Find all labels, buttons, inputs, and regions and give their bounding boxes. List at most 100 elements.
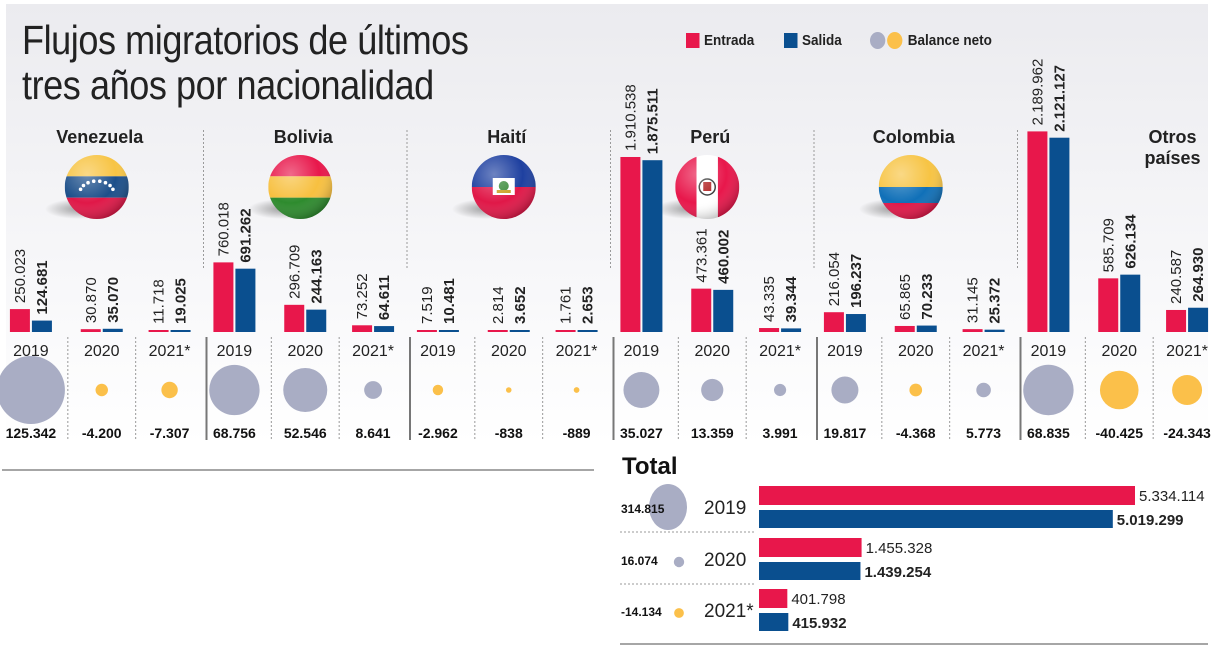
flag-shine: [878, 155, 943, 219]
total-value-salida: 415.932: [792, 615, 846, 632]
balance-value: -40.425: [1096, 425, 1144, 441]
value-label-entrada: 250.023: [12, 249, 29, 303]
total-balance-value: 314.815: [621, 502, 665, 516]
total-balance-bubble: [674, 608, 684, 618]
country-name: Colombia: [873, 127, 956, 147]
total-value-salida: 1.439.254: [864, 564, 931, 581]
year-label: 2019: [1031, 343, 1067, 360]
balance-bubble: [0, 356, 65, 424]
bar-salida: [102, 328, 123, 332]
country-name: Haití: [487, 127, 527, 147]
value-label-salida: 460.002: [715, 230, 732, 284]
bar-salida: [1188, 307, 1209, 332]
bar-entrada: [80, 329, 101, 332]
value-label-entrada: 65.865: [897, 274, 914, 320]
value-label-salida: 626.134: [1122, 214, 1139, 269]
balance-value: 3.991: [763, 425, 798, 441]
bar-entrada: [416, 330, 437, 332]
bar-salida: [1049, 137, 1070, 332]
value-label-entrada: 296.709: [286, 245, 303, 299]
value-label-salida: 19.025: [173, 278, 190, 324]
bar-salida: [31, 320, 52, 332]
legend-balance-label: Balance neto: [907, 32, 992, 49]
flag-shine: [471, 155, 536, 219]
bar-entrada: [823, 312, 844, 332]
balance-bubble: [1099, 370, 1139, 410]
legend: Entrada Salida Balance neto: [686, 32, 1027, 49]
colombia-flag-icon: [858, 155, 943, 219]
value-label-entrada: 240.587: [1168, 250, 1185, 304]
venezuela-flag-icon: [44, 155, 129, 219]
year-label: 2019: [827, 343, 863, 360]
value-label-entrada: 2.189.962: [1029, 59, 1046, 126]
balance-bubble: [432, 384, 444, 396]
total-value-salida: 5.019.299: [1117, 512, 1184, 529]
balance-positive-dot-icon: [870, 32, 886, 49]
value-label-entrada: 585.709: [1100, 218, 1117, 272]
balance-bubble: [909, 383, 923, 397]
total-balance-bubble: [673, 556, 685, 568]
bar-entrada: [9, 309, 30, 332]
value-label-entrada: 2.814: [490, 286, 507, 324]
year-label: 2021*: [759, 343, 801, 360]
value-label-entrada: 1.761: [558, 286, 575, 324]
bar-entrada: [284, 304, 305, 332]
year-label: 2020: [491, 343, 527, 360]
value-label-salida: 64.611: [376, 275, 393, 320]
year-label: 2021*: [556, 343, 598, 360]
bar-salida: [374, 326, 395, 332]
value-label-entrada: 73.252: [354, 273, 371, 319]
bar-entrada: [691, 288, 712, 332]
bar-entrada: [487, 330, 508, 332]
bar-salida: [845, 314, 866, 332]
bar-salida: [306, 309, 327, 332]
bar-salida: [984, 329, 1005, 332]
year-label: 2020: [1101, 343, 1137, 360]
value-label-entrada: 7.519: [419, 286, 436, 324]
haiti-flag-icon: [451, 155, 536, 219]
value-label-salida: 2.653: [580, 286, 597, 324]
value-label-entrada: 473.361: [693, 228, 710, 282]
total-year-label: 2020: [704, 550, 746, 571]
legend-salida: Salida: [783, 32, 842, 49]
value-label-salida: 264.930: [1190, 247, 1207, 301]
balance-bubble: [209, 364, 260, 416]
bar-entrada: [620, 156, 641, 332]
year-label: 2021*: [149, 343, 191, 360]
balance-bubble: [95, 383, 108, 397]
value-label-salida: 70.233: [919, 274, 936, 320]
year-label: 2019: [624, 343, 660, 360]
year-label: 2021*: [1166, 343, 1208, 360]
value-label-entrada: 31.145: [965, 277, 982, 323]
total-bar-entrada: [759, 589, 788, 608]
balance-value: 52.546: [284, 425, 327, 441]
value-label-salida: 10.481: [441, 278, 458, 324]
flag-shine: [64, 155, 129, 219]
bar-salida: [438, 330, 459, 332]
peru-flag-icon: [655, 155, 740, 219]
bar-entrada: [148, 330, 169, 332]
balance-value: 68.756: [213, 425, 256, 441]
country-name: países: [1144, 148, 1200, 168]
total-balance-bubble: [649, 484, 687, 530]
balance-bubble: [831, 376, 859, 404]
total-year-label: 2019: [704, 498, 746, 519]
value-label-salida: 196.237: [848, 254, 865, 308]
country-name: Venezuela: [56, 127, 144, 147]
bar-entrada: [1098, 278, 1119, 332]
year-label: 2019: [13, 343, 49, 360]
bar-entrada: [1027, 131, 1048, 332]
bar-entrada: [555, 330, 576, 332]
value-label-salida: 39.344: [783, 276, 800, 323]
total-title: Total: [622, 453, 678, 480]
balance-value: 8.641: [356, 425, 391, 441]
total-bar-salida: [759, 510, 1113, 528]
total-value-entrada: 1.455.328: [866, 540, 933, 557]
balance-bubble: [364, 381, 383, 399]
year-label: 2019: [217, 343, 253, 360]
balance-value: -838: [495, 425, 523, 441]
value-label-entrada: 43.335: [761, 276, 778, 322]
value-label-salida: 2.121.127: [1051, 65, 1068, 132]
value-label-entrada: 11.718: [151, 279, 168, 324]
balance-value: 5.773: [966, 425, 1001, 441]
